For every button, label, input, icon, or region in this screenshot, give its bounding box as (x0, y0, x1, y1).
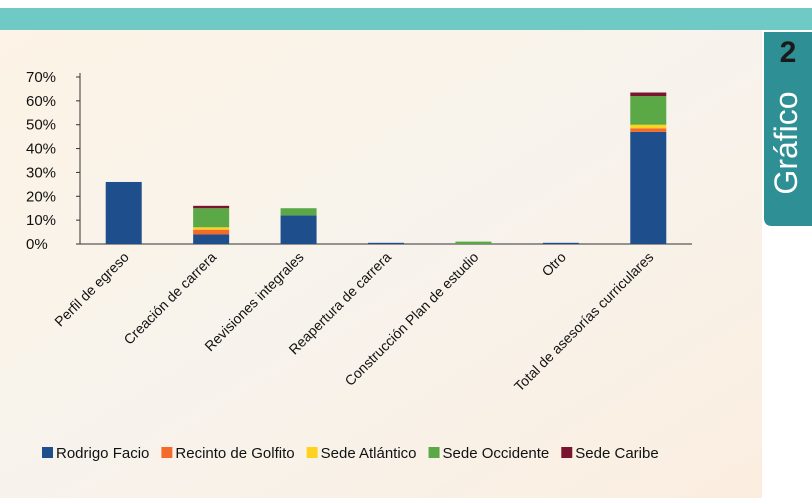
bar-segment (630, 96, 666, 125)
y-tick-label: 0% (26, 236, 48, 253)
y-tick-label: 50% (26, 117, 56, 134)
legend-swatch (429, 447, 440, 458)
legend-swatch (42, 447, 53, 458)
bar-segment (455, 242, 491, 244)
bar-segment (543, 243, 579, 244)
y-tick-label: 10% (26, 212, 56, 229)
bar-segment (193, 230, 229, 235)
bar-segment (193, 206, 229, 208)
bar-segment (193, 208, 229, 227)
bar-segment (368, 243, 404, 244)
y-tick-label: 20% (26, 188, 56, 205)
y-tick-label: 30% (26, 164, 56, 181)
tab-number: 2 (780, 36, 797, 69)
legend-swatch (307, 447, 318, 458)
bar-segment (630, 93, 666, 97)
y-tick-label: 70% (26, 69, 56, 86)
bar-segment (630, 128, 666, 132)
bar-segment (281, 215, 317, 244)
legend-swatch (561, 447, 572, 458)
header-bar (0, 8, 812, 30)
tab-label: Gráfico (768, 91, 804, 194)
bar-segment (630, 132, 666, 244)
legend-label: Sede Occidente (443, 445, 550, 462)
legend-swatch (161, 447, 172, 458)
bar-segment (193, 227, 229, 229)
legend-label: Rodrigo Facio (56, 445, 149, 462)
y-tick-label: 40% (26, 141, 56, 158)
bar-segment (281, 208, 317, 215)
bar-segment (106, 182, 142, 244)
bar-segment (630, 125, 666, 129)
legend-label: Sede Caribe (575, 445, 658, 462)
page: 2 Gráfico 0%10%20%30%40%50%60%70%Perfil … (0, 0, 812, 499)
bar-segment (193, 234, 229, 244)
legend-label: Sede Atlántico (321, 445, 417, 462)
legend-label: Recinto de Golfito (175, 445, 294, 462)
y-tick-label: 60% (26, 93, 56, 110)
